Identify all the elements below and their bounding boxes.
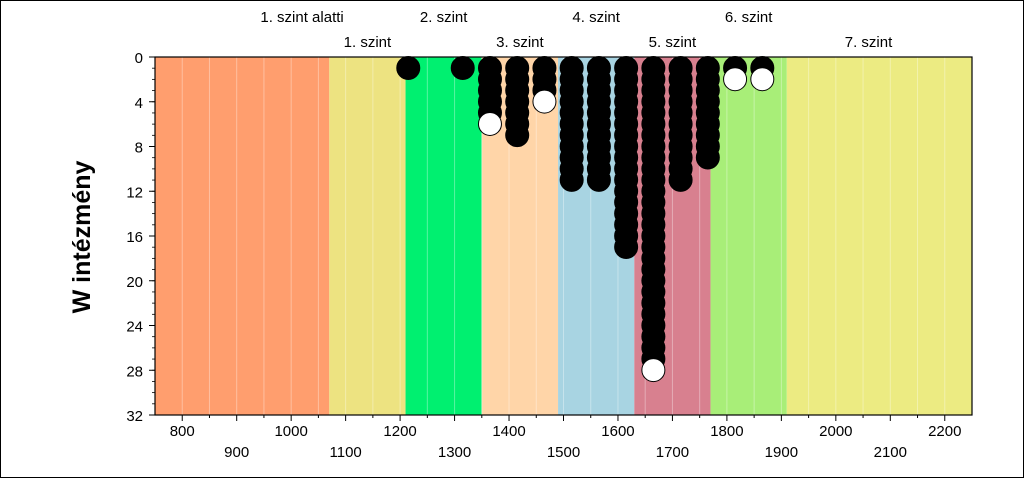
tick-labels: 0 4 8 12 16 20 24 28 32 800 1000 1200 1400 1600 1800 20… [126, 50, 961, 461]
x-tick-label: 1400 [492, 423, 525, 440]
level-label-4: 3. szint [496, 34, 544, 51]
marker [505, 123, 530, 148]
x-tick-label: 1500 [547, 444, 580, 461]
level-label-8: 7. szint [845, 34, 893, 51]
marker [586, 167, 611, 192]
x-tick-label: 1200 [383, 423, 416, 440]
data-markers [396, 56, 775, 383]
x-tick-label: 1900 [765, 444, 798, 461]
y-tick-label: 24 [126, 319, 143, 336]
x-tick-label: 2000 [819, 423, 852, 440]
x-tick-label: 1600 [601, 423, 634, 440]
x-tick-label: 1000 [274, 423, 307, 440]
x-tick-label: 1700 [656, 444, 689, 461]
x-tick-label: 900 [224, 444, 249, 461]
y-tick-label: 8 [135, 140, 143, 157]
band-3 [405, 57, 482, 415]
y-tick-label: 20 [126, 274, 143, 291]
y-tick-label: 12 [126, 184, 143, 201]
x-tick-label: 1100 [330, 444, 362, 461]
marker [668, 167, 693, 192]
x-tick-label: 2100 [874, 444, 907, 461]
level-label-6: 5. szint [649, 34, 697, 51]
level-label-3: 2. szint [420, 9, 468, 26]
axes [149, 56, 973, 421]
level-label-1: 1. szint alatti [260, 9, 343, 26]
marker [559, 167, 584, 192]
marker [641, 358, 666, 383]
y-tick-label: 0 [135, 50, 143, 67]
marker [396, 56, 421, 80]
band-8 [786, 57, 972, 415]
y-tick-label: 28 [126, 363, 143, 380]
x-tick-label: 1300 [438, 444, 471, 461]
y-tick-label: 4 [135, 95, 143, 112]
band-7 [710, 57, 787, 415]
level-label-5: 4. szint [572, 9, 620, 26]
marker [614, 235, 639, 259]
marker [532, 89, 557, 114]
marker [450, 56, 475, 80]
x-tick-label: 800 [170, 423, 195, 440]
marker [477, 111, 502, 136]
y-tick-label: 32 [126, 408, 143, 425]
y-tick-label: 16 [126, 229, 143, 246]
marker [723, 67, 748, 92]
x-tick-label: 2200 [928, 423, 961, 440]
level-label-7: 6. szint [725, 9, 773, 26]
y-axis-title: W intézmény [68, 161, 96, 314]
marker [695, 145, 720, 170]
x-tick-label: 1800 [710, 423, 743, 440]
band-2 [329, 57, 406, 415]
band-1 [155, 57, 330, 415]
marker [750, 67, 775, 92]
level-label-2: 1. szint [344, 34, 392, 51]
